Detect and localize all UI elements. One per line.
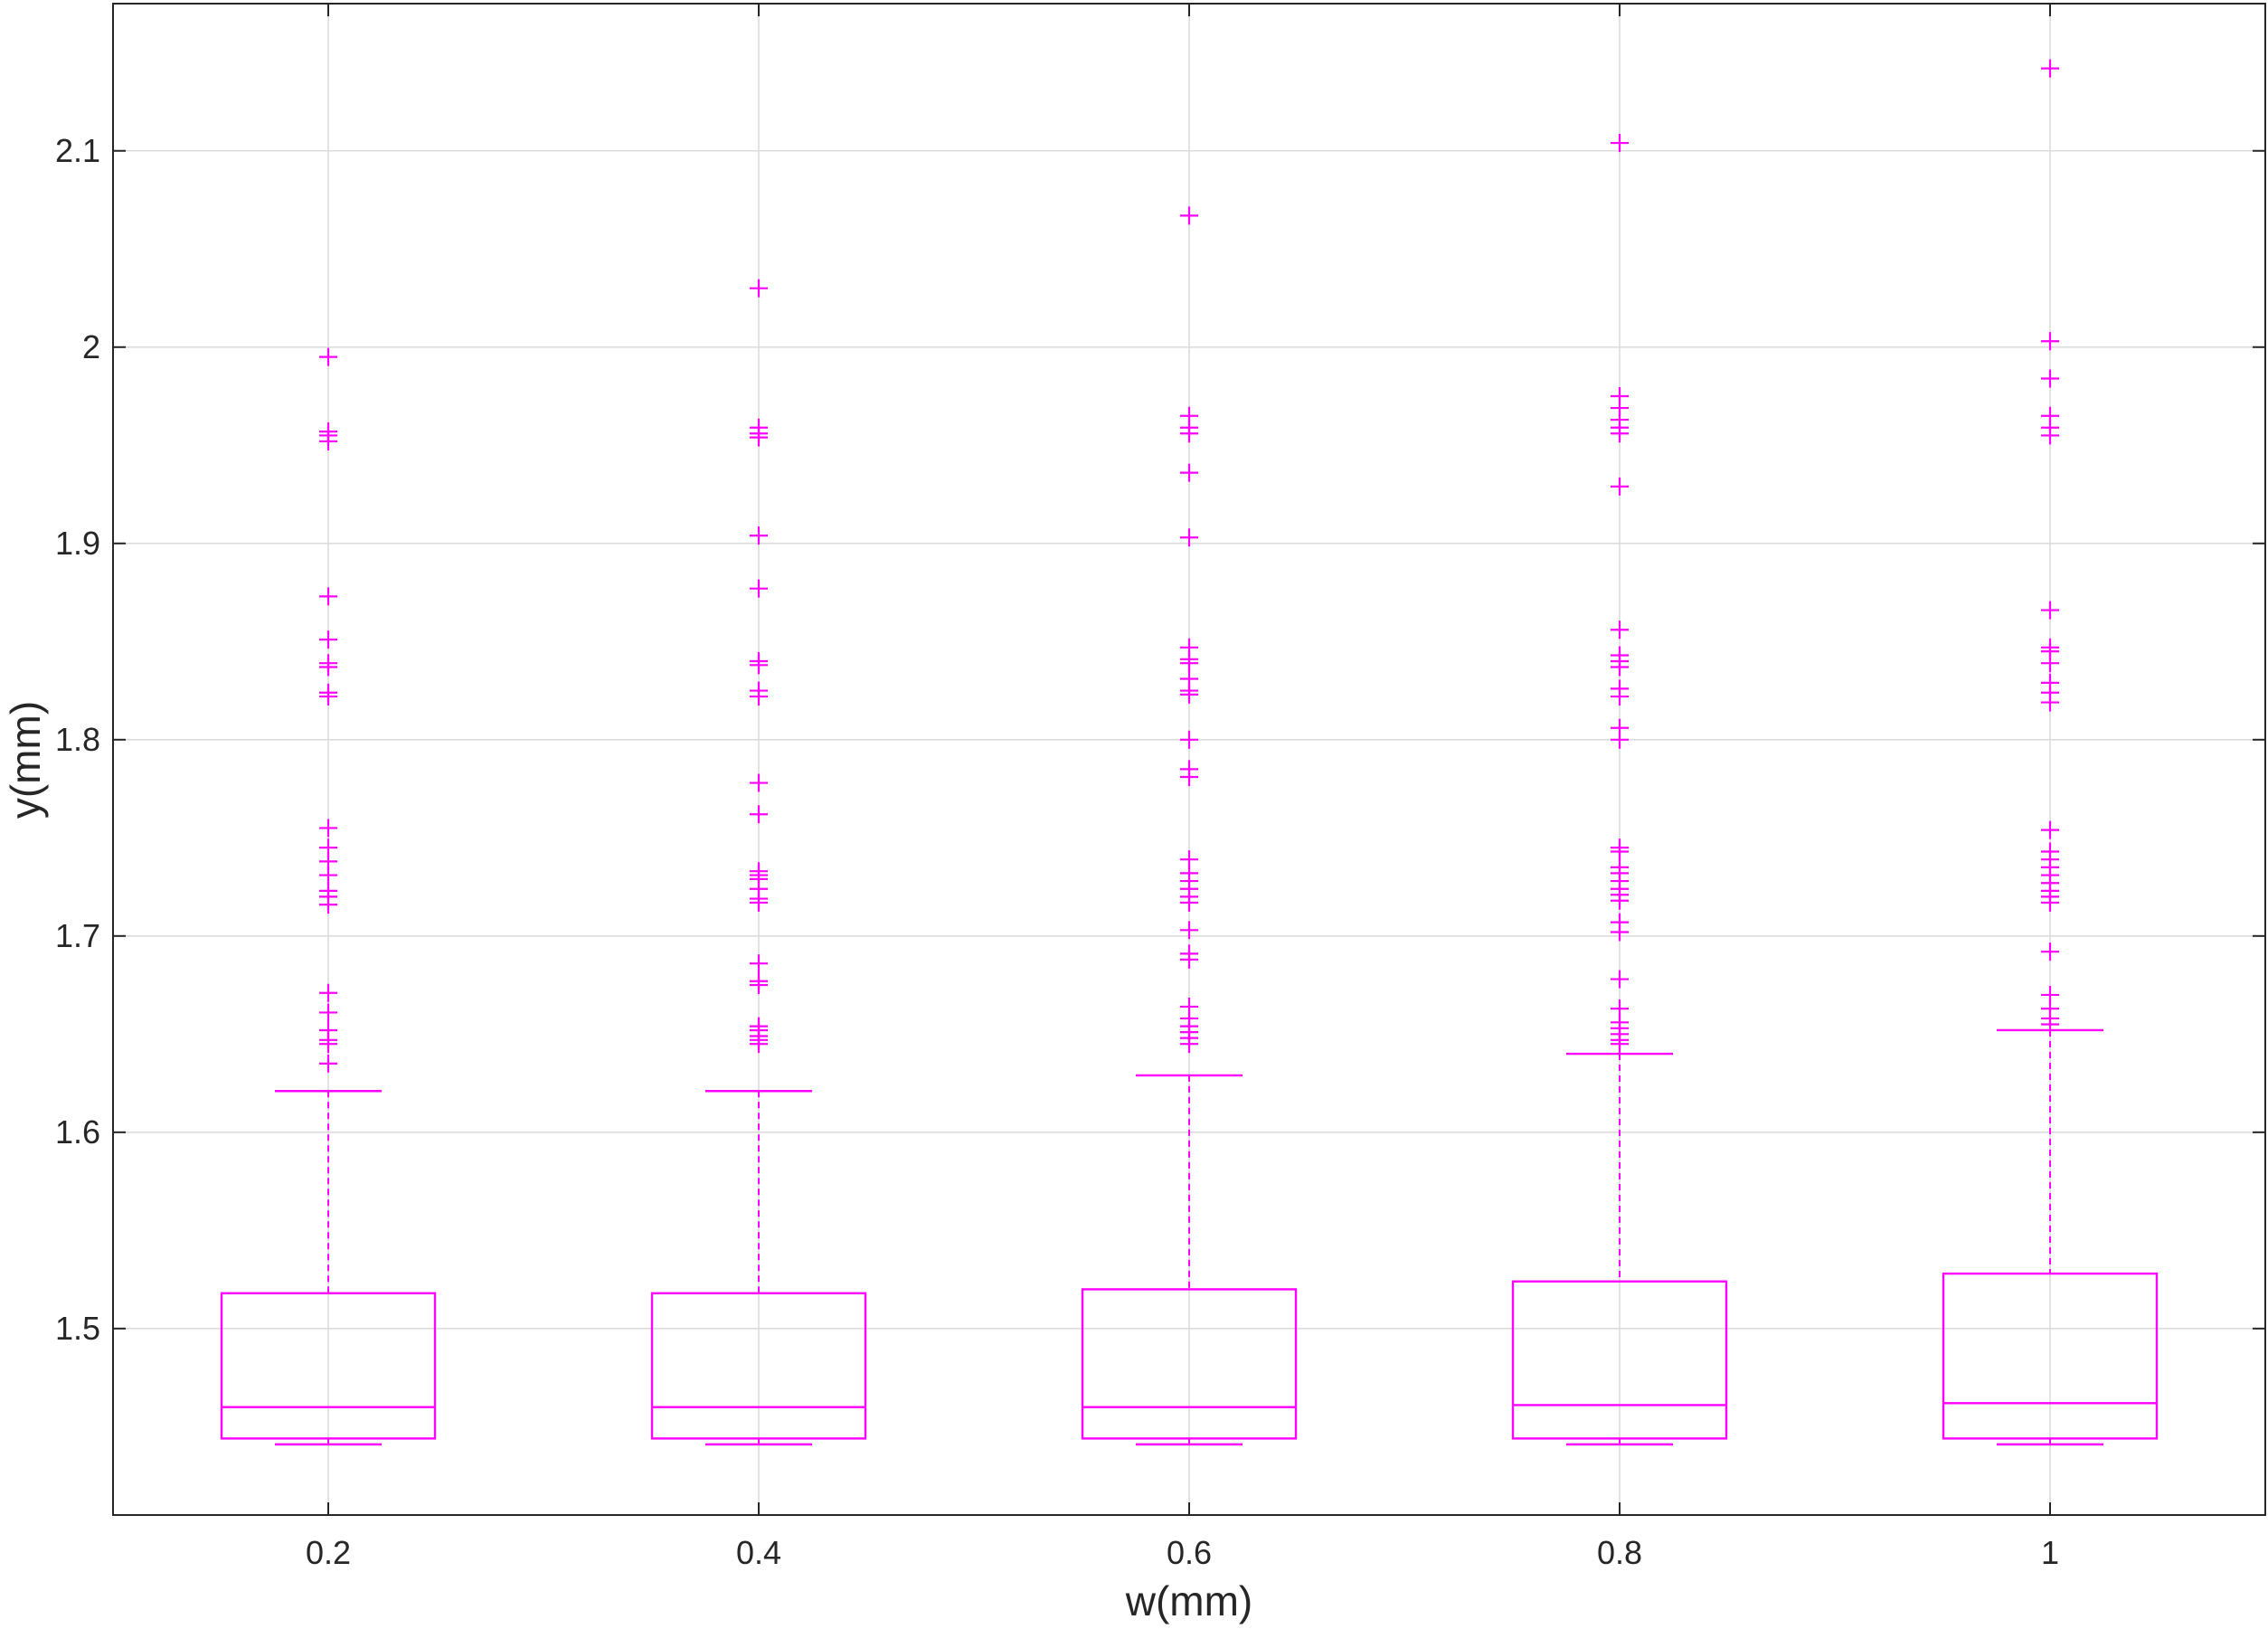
- y-tick-label: 1.7: [55, 917, 100, 954]
- outlier-point: [319, 683, 337, 702]
- outlier-point: [319, 654, 337, 673]
- outlier-point: [750, 862, 768, 881]
- box-0.6: [1081, 206, 1298, 1446]
- outlier-point: [1611, 913, 1629, 932]
- outlier-point: [2041, 673, 2059, 692]
- iqr-box: [220, 1292, 437, 1440]
- iqr-box: [1942, 1272, 2159, 1440]
- x-tick-label: 1: [2041, 1534, 2059, 1571]
- outlier-point: [1180, 669, 1198, 688]
- outlier-point: [319, 347, 337, 366]
- outlier-point: [319, 983, 337, 1002]
- outlier-point: [750, 971, 768, 990]
- outlier-point: [1611, 646, 1629, 665]
- y-tick-label: 2.1: [55, 132, 100, 169]
- x-tick-label: 0.2: [306, 1534, 351, 1571]
- outlier-point: [2041, 638, 2059, 657]
- outlier-point: [750, 418, 768, 437]
- outlier-point: [2041, 842, 2059, 861]
- outlier-point: [2041, 332, 2059, 351]
- outlier-point: [319, 819, 337, 838]
- outlier-point: [319, 1003, 337, 1022]
- y-tick-label: 1.6: [55, 1113, 100, 1151]
- outlier-point: [750, 1017, 768, 1036]
- outlier-point: [750, 681, 768, 700]
- iqr-box: [1511, 1280, 1728, 1440]
- x-axis-label: w(mm): [1125, 1577, 1253, 1624]
- outlier-point: [1611, 387, 1629, 406]
- y-tick-label: 1.9: [55, 525, 100, 562]
- axis-ticks: 1.5 1.6 1.7 1.8 1.9 2 2.1 0.2 0.4 0.6 0.8 1: [55, 4, 2265, 1571]
- outlier-point: [319, 422, 337, 441]
- outlier-point: [750, 773, 768, 792]
- outlier-point: [319, 587, 337, 606]
- outlier-point: [1611, 999, 1629, 1018]
- outlier-point: [2041, 369, 2059, 388]
- outlier-point: [1180, 406, 1198, 425]
- box-0.8: [1511, 134, 1728, 1446]
- outlier-point: [1180, 638, 1198, 657]
- outlier-point: [2041, 820, 2059, 839]
- iqr-box: [1081, 1288, 1298, 1440]
- outlier-point: [1180, 997, 1198, 1016]
- outlier-point: [1611, 838, 1629, 857]
- y-tick-label: 1.8: [55, 721, 100, 758]
- box-1: [1942, 59, 2159, 1446]
- outlier-point: [1180, 760, 1198, 779]
- outlier-point: [1611, 477, 1629, 496]
- outlier-point: [750, 579, 768, 598]
- outlier-point: [1611, 718, 1629, 737]
- outlier-point: [1611, 970, 1629, 989]
- outlier-point: [1180, 944, 1198, 963]
- outlier-point: [750, 805, 768, 824]
- iqr-box: [650, 1292, 867, 1440]
- outlier-point: [2041, 59, 2059, 78]
- outlier-point: [750, 954, 768, 973]
- outlier-point: [1611, 679, 1629, 698]
- outlier-point: [2041, 406, 2059, 425]
- x-tick-label: 0.4: [736, 1534, 781, 1571]
- outlier-point: [1180, 528, 1198, 547]
- outlier-point: [1180, 206, 1198, 225]
- y-axis-label: y(mm): [2, 701, 49, 819]
- outlier-point: [319, 881, 337, 900]
- x-tick-label: 0.6: [1167, 1534, 1212, 1571]
- outlier-point: [319, 838, 337, 857]
- outlier-point: [2041, 942, 2059, 961]
- outlier-point: [750, 526, 768, 545]
- outlier-point: [1180, 850, 1198, 869]
- box-0.2: [220, 347, 437, 1446]
- outlier-point: [1180, 921, 1198, 940]
- outlier-point: [1611, 620, 1629, 639]
- box-0.4: [650, 279, 867, 1446]
- x-tick-label: 0.8: [1597, 1534, 1642, 1571]
- outlier-point: [319, 1054, 337, 1073]
- outlier-point: [1180, 463, 1198, 482]
- outlier-point: [1611, 857, 1629, 876]
- box-series: [220, 59, 2159, 1446]
- outlier-point: [2041, 985, 2059, 1004]
- outlier-point: [750, 279, 768, 298]
- outlier-point: [319, 1020, 337, 1039]
- y-tick-label: 2: [82, 328, 100, 365]
- outlier-point: [1180, 730, 1198, 749]
- outlier-point: [2041, 601, 2059, 620]
- y-tick-label: 1.5: [55, 1310, 100, 1347]
- outlier-point: [1611, 134, 1629, 153]
- outlier-point: [750, 651, 768, 670]
- outlier-point: [319, 630, 337, 649]
